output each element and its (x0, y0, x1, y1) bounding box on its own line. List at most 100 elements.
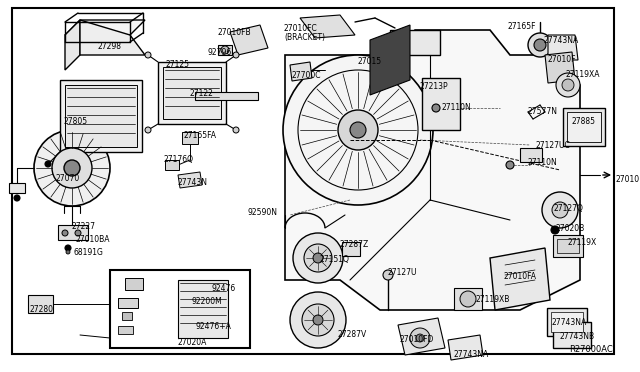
Bar (454, 288, 482, 310)
Bar (110, 270, 250, 348)
Bar (557, 239, 579, 253)
Circle shape (65, 245, 71, 251)
Text: 27070: 27070 (55, 174, 79, 183)
Bar (218, 45, 232, 55)
Polygon shape (80, 20, 145, 55)
Text: 27020A: 27020A (177, 338, 206, 347)
Text: 92590N: 92590N (247, 208, 277, 217)
Bar (547, 308, 587, 336)
Text: 27213P: 27213P (420, 82, 449, 91)
Polygon shape (178, 172, 202, 188)
Bar (553, 322, 591, 348)
Text: R27000AC: R27000AC (569, 345, 613, 354)
Circle shape (410, 328, 430, 348)
Text: 27127U: 27127U (388, 268, 417, 277)
Polygon shape (300, 15, 355, 38)
Polygon shape (195, 92, 258, 100)
Bar (163, 67, 221, 119)
Polygon shape (58, 225, 88, 240)
Text: 27122: 27122 (190, 89, 214, 98)
Bar (65, 85, 137, 147)
Polygon shape (398, 318, 445, 355)
Bar (9, 183, 25, 193)
Circle shape (293, 233, 343, 283)
Circle shape (313, 253, 323, 263)
Text: 27010FC: 27010FC (284, 24, 317, 33)
Polygon shape (65, 20, 145, 35)
Text: 27010FA: 27010FA (503, 272, 536, 281)
Text: 27119X: 27119X (568, 238, 597, 247)
Text: 27015: 27015 (358, 57, 382, 66)
Text: 27020B: 27020B (556, 224, 585, 233)
Circle shape (302, 304, 334, 336)
Circle shape (145, 127, 151, 133)
Circle shape (290, 292, 346, 348)
Circle shape (556, 73, 580, 97)
Text: 27227: 27227 (71, 222, 95, 231)
Circle shape (52, 148, 92, 188)
Circle shape (45, 161, 51, 167)
Polygon shape (290, 62, 312, 81)
Circle shape (542, 192, 578, 228)
Bar (551, 312, 583, 332)
Polygon shape (448, 335, 483, 360)
Text: 27110N: 27110N (528, 158, 557, 167)
Circle shape (528, 33, 552, 57)
Text: 27119XB: 27119XB (476, 295, 510, 304)
Circle shape (562, 79, 574, 91)
Polygon shape (285, 30, 580, 310)
Text: 27010: 27010 (615, 175, 639, 184)
Text: 27287V: 27287V (337, 330, 366, 339)
Text: 27165F: 27165F (508, 22, 536, 31)
Text: 27743NA: 27743NA (552, 318, 588, 327)
Bar (567, 112, 601, 142)
Bar (520, 148, 542, 162)
Bar (60, 80, 142, 152)
Circle shape (75, 230, 81, 236)
Text: 27151Q: 27151Q (319, 255, 349, 264)
Text: 27165FA: 27165FA (183, 131, 216, 140)
Text: 27010FD: 27010FD (399, 335, 433, 344)
Text: 92796: 92796 (207, 48, 231, 57)
Circle shape (304, 244, 332, 272)
Text: 27743NA: 27743NA (543, 36, 579, 45)
Text: 27110N: 27110N (442, 103, 472, 112)
Circle shape (66, 250, 70, 254)
Circle shape (551, 226, 559, 234)
Bar (178, 280, 228, 338)
Text: 92200M: 92200M (192, 297, 223, 306)
Circle shape (283, 55, 433, 205)
Bar (563, 108, 605, 146)
Text: 68191G: 68191G (73, 248, 103, 257)
Circle shape (64, 160, 80, 176)
Bar (390, 30, 440, 55)
Bar (182, 132, 198, 144)
Circle shape (416, 334, 424, 342)
Bar (422, 78, 460, 130)
Text: 27010BA: 27010BA (76, 235, 111, 244)
Polygon shape (65, 20, 80, 70)
Text: 27805: 27805 (63, 117, 87, 126)
Polygon shape (118, 298, 138, 308)
Text: 27287Z: 27287Z (340, 240, 369, 249)
Text: (BRACKET): (BRACKET) (284, 33, 325, 42)
Circle shape (34, 130, 110, 206)
Circle shape (338, 110, 378, 150)
Bar (28, 295, 53, 313)
Circle shape (460, 291, 476, 307)
Polygon shape (545, 52, 575, 83)
Polygon shape (370, 25, 410, 95)
Circle shape (14, 195, 20, 201)
Circle shape (145, 52, 151, 58)
Bar (158, 62, 226, 124)
Text: 27119XA: 27119XA (566, 70, 600, 79)
Circle shape (221, 46, 229, 54)
Text: 27010FB: 27010FB (218, 28, 252, 37)
Text: 27577N: 27577N (528, 107, 558, 116)
Bar (118, 326, 133, 334)
Bar (553, 235, 583, 257)
Bar (165, 160, 179, 170)
Polygon shape (490, 248, 550, 310)
Text: 27010F: 27010F (548, 55, 577, 64)
Text: 27885: 27885 (572, 117, 596, 126)
